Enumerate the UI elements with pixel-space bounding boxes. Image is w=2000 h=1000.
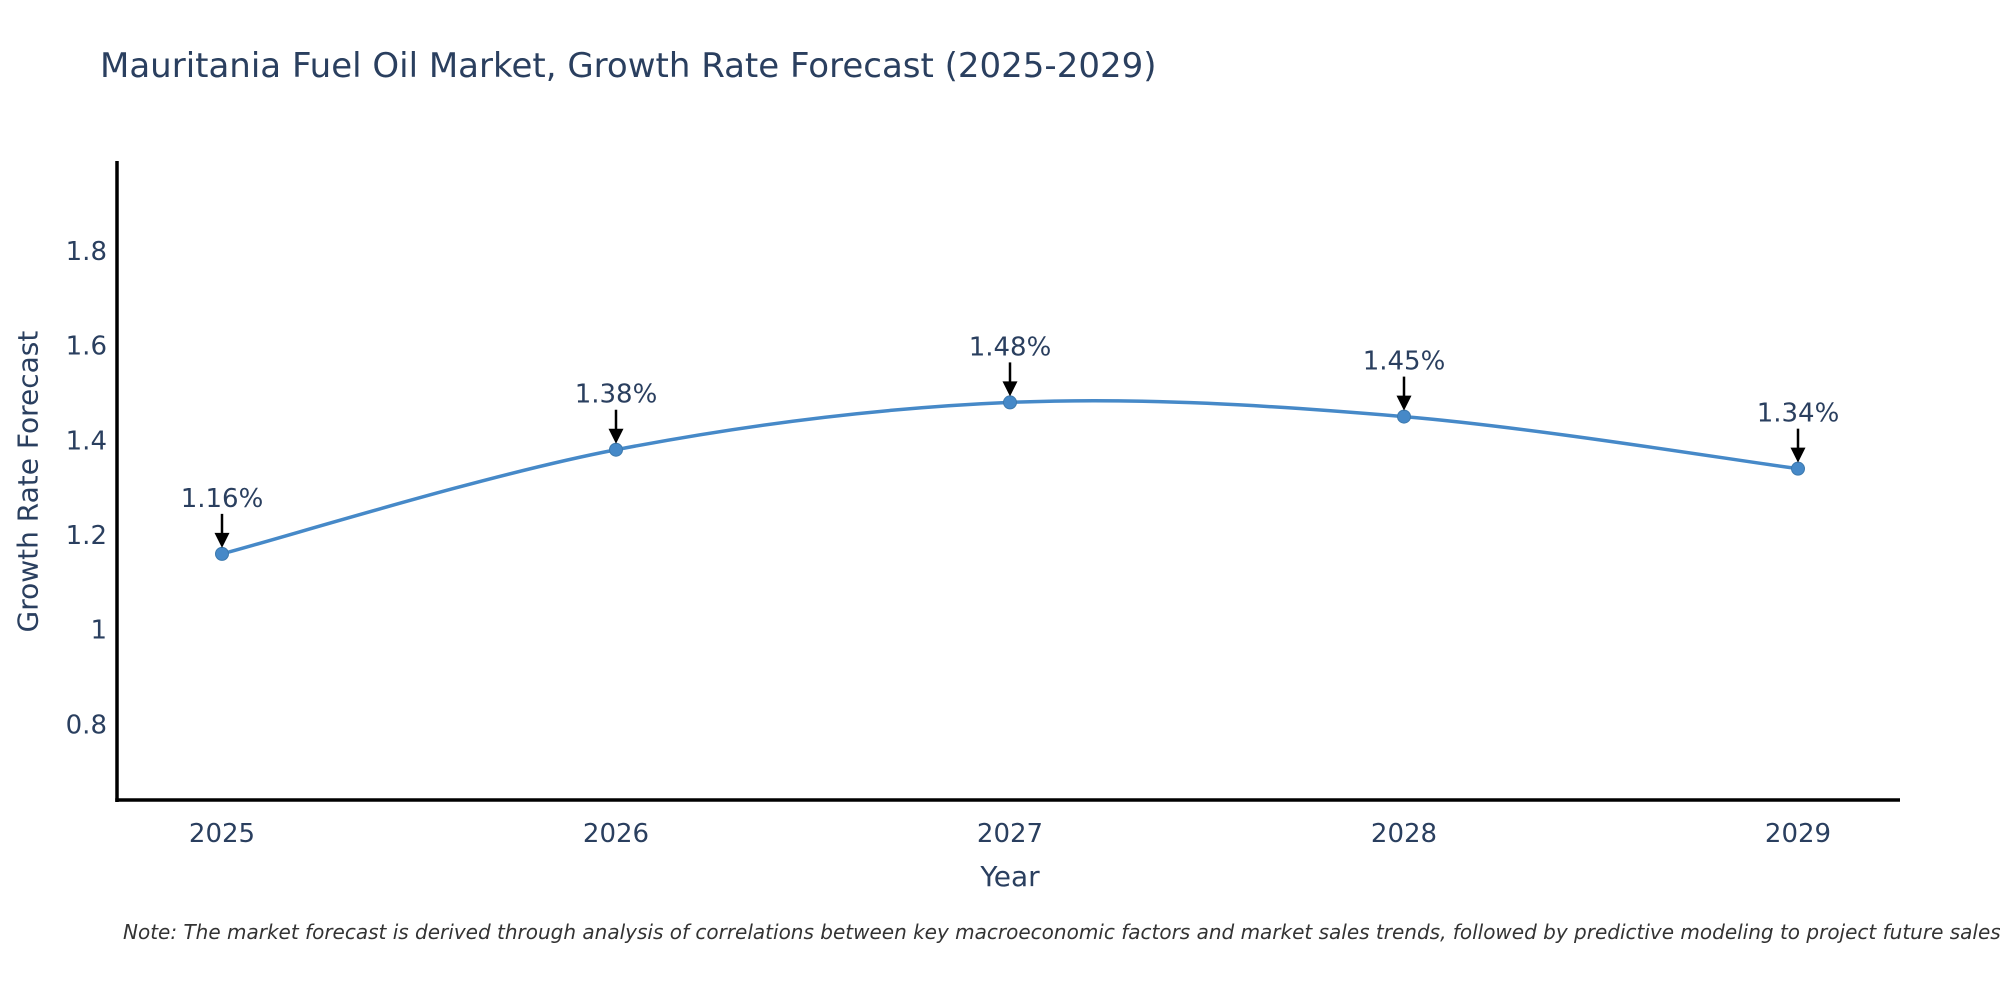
- point-label: 1.45%: [1363, 347, 1446, 377]
- y-tick-label: 0.8: [66, 710, 107, 740]
- x-tick-label: 2025: [189, 819, 255, 849]
- data-point-marker: [1397, 409, 1411, 424]
- x-axis-title: Year: [980, 860, 1040, 893]
- y-tick-label: 1.4: [66, 426, 107, 456]
- annotation-arrow-head: [1396, 395, 1412, 411]
- annotation-arrow-head: [608, 428, 624, 444]
- y-tick-label: 1.2: [66, 521, 107, 551]
- annotation-arrow-head: [214, 532, 230, 548]
- footnote: Note: The market forecast is derived thr…: [123, 920, 2000, 944]
- chart-title: Mauritania Fuel Oil Market, Growth Rate …: [100, 46, 1157, 86]
- data-point-marker: [1003, 395, 1017, 410]
- annotation-arrow-head: [1790, 447, 1806, 463]
- y-axis-title: Growth Rate Forecast: [11, 330, 45, 633]
- x-tick-label: 2028: [1371, 819, 1437, 849]
- data-point-marker: [1791, 461, 1805, 476]
- x-tick-label: 2026: [583, 819, 649, 849]
- y-tick-label: 1: [90, 616, 107, 646]
- point-label: 1.38%: [575, 380, 658, 410]
- annotation-arrow-head: [1002, 381, 1018, 397]
- point-label: 1.16%: [181, 484, 264, 514]
- forecast-line: [220, 398, 1800, 556]
- y-tick-label: 1.8: [66, 237, 107, 267]
- x-tick-label: 2029: [1765, 819, 1831, 849]
- y-tick-label: 1.6: [66, 332, 107, 362]
- point-label: 1.34%: [1757, 399, 1840, 429]
- point-label: 1.48%: [969, 332, 1052, 362]
- x-tick-label: 2027: [977, 819, 1043, 849]
- data-point-marker: [215, 546, 229, 561]
- data-point-marker: [609, 442, 623, 457]
